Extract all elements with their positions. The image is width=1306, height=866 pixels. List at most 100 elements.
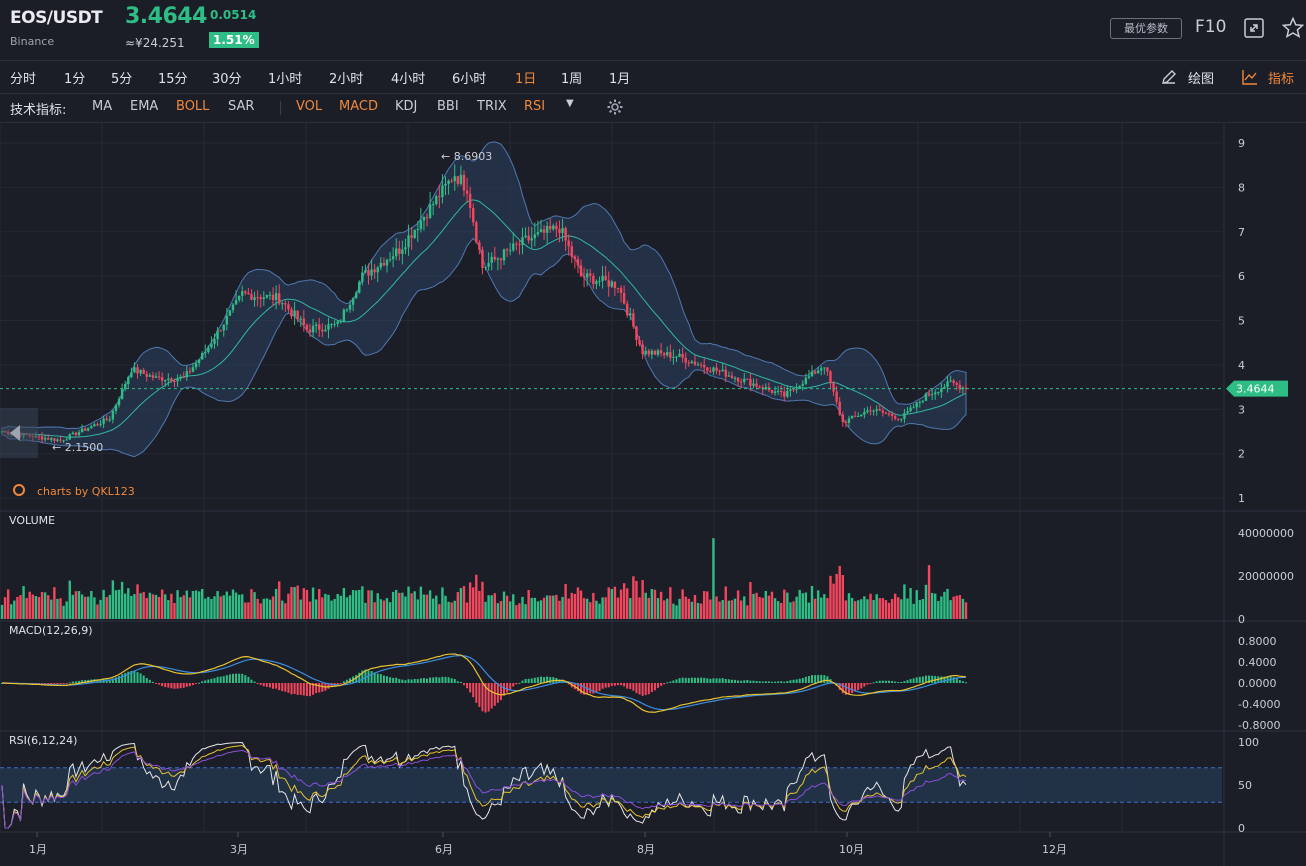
- candle-body: [468, 193, 472, 209]
- macd-bar: [182, 683, 185, 688]
- volume-bar: [13, 600, 16, 619]
- volume-bar: [410, 593, 413, 619]
- volume-bar: [897, 597, 900, 619]
- volume-bar: [875, 594, 878, 619]
- volume-bar: [622, 583, 626, 619]
- candle-body: [428, 204, 432, 218]
- timeframe-6[interactable]: 2小时: [329, 72, 364, 87]
- macd-bar: [900, 681, 903, 683]
- timeframe-3[interactable]: 15分: [158, 72, 188, 87]
- macd-bar: [161, 683, 164, 687]
- indicator-vol[interactable]: VOL: [296, 99, 323, 114]
- candle-body: [176, 378, 179, 382]
- volume-bar: [733, 598, 737, 619]
- volume-bar: [182, 595, 185, 619]
- indicator-macd[interactable]: MACD: [339, 99, 378, 114]
- y-tick-rsi: 100: [1238, 736, 1259, 749]
- timeframe-5[interactable]: 1小时: [268, 72, 303, 87]
- volume-bar: [241, 594, 244, 619]
- candle-body: [247, 292, 250, 295]
- volume-bar: [111, 580, 115, 619]
- volume-bar: [268, 599, 272, 619]
- volume-bar: [515, 605, 518, 619]
- timeframe-11[interactable]: 1月: [609, 72, 631, 87]
- macd-bar: [844, 683, 847, 695]
- timeframe-10[interactable]: 1周: [561, 72, 583, 87]
- star-icon[interactable]: [1281, 16, 1305, 40]
- volume-bar: [530, 597, 533, 619]
- chevron-down-icon[interactable]: ▼: [566, 98, 574, 109]
- volume-bar: [573, 593, 577, 619]
- candle-body: [493, 256, 496, 260]
- candle-body: [512, 243, 515, 251]
- candle-body: [595, 281, 598, 285]
- candle-body: [844, 422, 848, 424]
- x-tick-label: 1月: [29, 843, 47, 856]
- macd-bar: [811, 675, 814, 683]
- volume-bar: [444, 595, 447, 619]
- macd-bar: [355, 674, 358, 683]
- indicator-kdj[interactable]: KDJ: [395, 99, 418, 114]
- indicator-chart-icon[interactable]: [1241, 68, 1259, 86]
- timeframe-1[interactable]: 1分: [64, 72, 86, 87]
- timeframe-9[interactable]: 1日: [515, 72, 537, 87]
- candle-body: [271, 294, 275, 301]
- pencil-icon[interactable]: [1160, 68, 1178, 86]
- volume-bar: [912, 603, 915, 619]
- volume-bar: [823, 594, 826, 619]
- indicator-trix[interactable]: TRIX: [477, 99, 507, 114]
- draw-tool-button[interactable]: 绘图: [1188, 72, 1215, 87]
- candle-body: [826, 367, 829, 372]
- volume-bar: [327, 594, 330, 619]
- timeframe-0[interactable]: 分时: [10, 72, 37, 87]
- volume-bar: [496, 603, 500, 619]
- indicator-ema[interactable]: EMA: [130, 99, 159, 114]
- pair-name: EOS/USDT: [10, 8, 103, 28]
- volume-bar: [767, 595, 771, 619]
- indicator-bbi[interactable]: BBI: [437, 99, 459, 114]
- candle-body: [475, 222, 478, 243]
- f10-button[interactable]: F10: [1195, 17, 1227, 37]
- candle-body: [539, 229, 543, 233]
- timeframe-7[interactable]: 4小时: [391, 72, 426, 87]
- candle-body: [561, 228, 564, 233]
- macd-bar: [783, 681, 786, 683]
- indicator-button[interactable]: 指标: [1268, 72, 1295, 87]
- candle-body: [185, 371, 188, 378]
- volume-bar: [271, 596, 275, 619]
- macd-bar: [213, 678, 216, 683]
- macd-bar: [872, 682, 875, 684]
- price-chart[interactable]: 9 8 7 6 5 4 3 2 1 3.4644 ← 8.6903 ← 2.1500 charts by…: [0, 123, 1306, 866]
- indicator-boll[interactable]: BOLL: [176, 99, 210, 114]
- candle-body: [219, 330, 222, 332]
- gear-icon[interactable]: [606, 98, 624, 116]
- candle-body: [515, 243, 518, 245]
- volume-bar: [595, 600, 598, 619]
- candle-body: [373, 269, 376, 273]
- timeframe-8[interactable]: 6小时: [452, 72, 487, 87]
- volume-bar: [222, 595, 225, 619]
- indicator-ma[interactable]: MA: [92, 99, 113, 114]
- macd-bar: [629, 683, 632, 690]
- volume-bar: [204, 598, 207, 619]
- macd-bar: [681, 677, 684, 683]
- indicator-rsi[interactable]: RSI: [524, 99, 546, 114]
- timeframe-4[interactable]: 30分: [212, 72, 242, 87]
- optimal-params-button[interactable]: 最优参数: [1110, 18, 1182, 39]
- fullscreen-icon[interactable]: [1243, 17, 1265, 39]
- timeframe-2[interactable]: 5分: [111, 72, 133, 87]
- volume-bar: [431, 598, 435, 619]
- macd-bar: [607, 683, 610, 688]
- candle-body: [382, 262, 386, 266]
- macd-bar: [487, 683, 490, 712]
- candle-body: [139, 369, 142, 374]
- macd-bar: [921, 676, 924, 683]
- volume-bar: [462, 586, 466, 619]
- candle-body: [62, 440, 65, 442]
- macd-bar: [435, 676, 438, 683]
- volume-bar: [499, 601, 503, 619]
- candle-body: [290, 309, 293, 317]
- candle-body: [739, 381, 743, 383]
- indicator-sar[interactable]: SAR: [228, 99, 255, 114]
- volume-bar: [56, 598, 59, 619]
